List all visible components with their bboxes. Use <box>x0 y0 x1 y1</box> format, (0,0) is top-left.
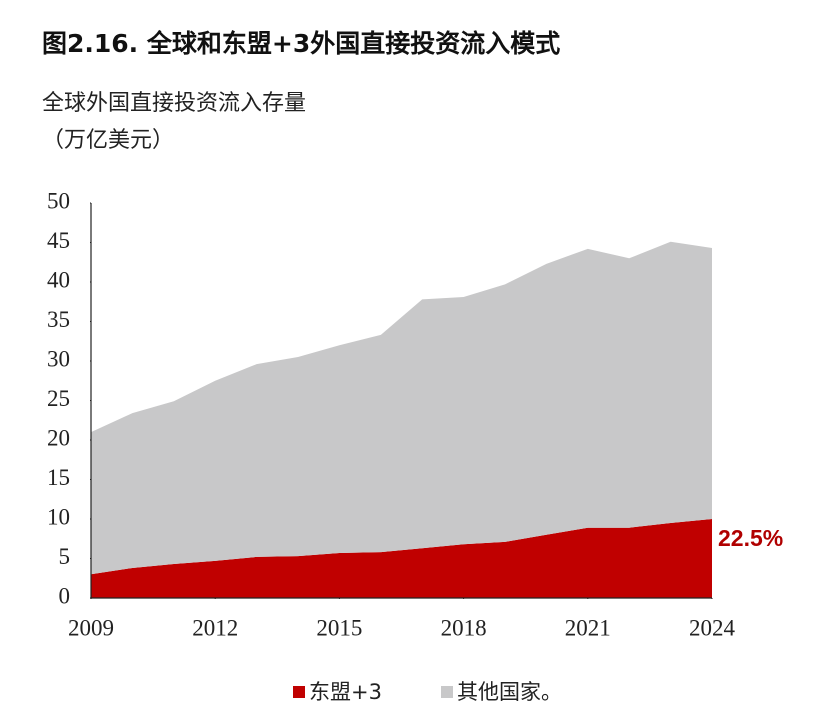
y-tick-label: 10 <box>47 504 70 529</box>
x-tick-label: 2009 <box>68 615 114 640</box>
legend-label: 东盟+3 <box>309 680 382 701</box>
y-tick-label: 20 <box>47 425 70 450</box>
y-tick-label: 0 <box>59 583 71 608</box>
x-tick-label: 2021 <box>565 615 611 640</box>
y-axis-label: （万亿美元） <box>42 128 174 153</box>
x-tick-label: 2024 <box>689 615 736 640</box>
y-tick-label: 15 <box>47 465 70 490</box>
annotation: 22.5% <box>718 525 783 551</box>
y-tick-label: 25 <box>47 386 70 411</box>
legend-label: 其他国家。 <box>457 680 562 701</box>
x-tick-label: 2015 <box>316 615 362 640</box>
legend-swatch <box>441 686 453 698</box>
x-tick-label: 2018 <box>441 615 487 640</box>
y-tick-label: 30 <box>47 346 70 371</box>
y-tick-label: 45 <box>47 228 70 253</box>
x-tick-label: 2012 <box>192 615 238 640</box>
y-tick-label: 40 <box>47 267 70 292</box>
area <box>91 519 712 598</box>
y-tick-label: 35 <box>47 307 70 332</box>
y-tick-label: 50 <box>47 188 70 213</box>
area <box>91 241 712 575</box>
legend-swatch <box>293 686 305 698</box>
y-axis-label: 全球外国直接投资流入存量 <box>42 91 306 116</box>
y-tick-label: 5 <box>59 544 71 569</box>
chart-title: 图2.16. 全球和东盟+3外国直接投资流入模式 <box>42 29 560 58</box>
